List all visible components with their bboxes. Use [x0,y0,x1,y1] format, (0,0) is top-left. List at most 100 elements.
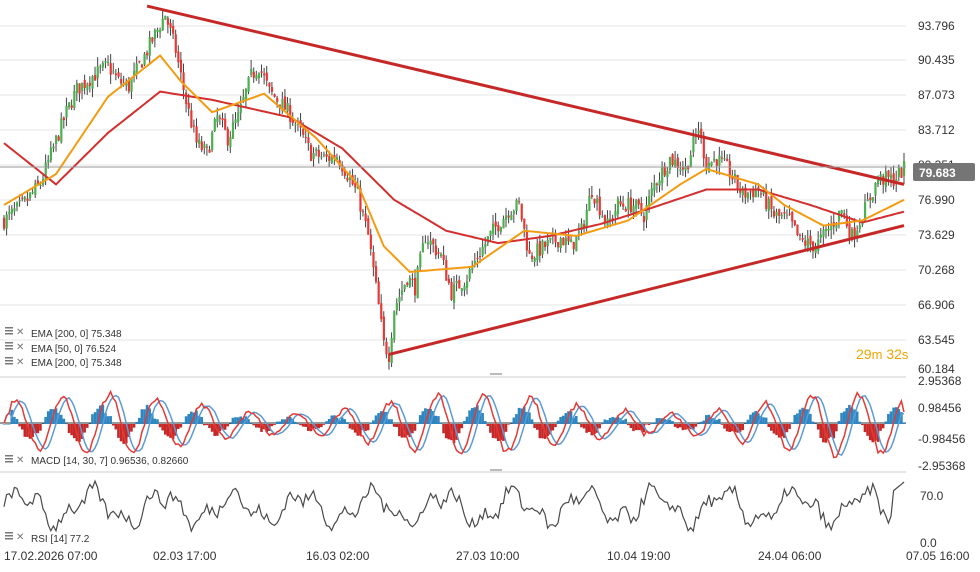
macd-histogram-bar [494,424,497,439]
candle-body [453,284,456,303]
candle-body [492,223,495,234]
macd-histogram-bar [59,414,63,424]
macd-histogram-bar [163,424,167,435]
candle-body [18,200,21,202]
macd-histogram-bar [616,416,620,424]
candle-body [577,231,581,233]
macd-histogram-bar [593,424,596,435]
candle-body [354,183,357,188]
macd-histogram-bar [130,424,133,432]
macd-histogram-bar [218,424,222,432]
macd-histogram-bar [650,422,653,424]
legend-row-ema-200[interactable]: ✕ EMA [200, 0] 75.348 [5,327,122,340]
candle-body [525,231,529,251]
macd-histogram-bar [124,424,128,444]
candle-body [840,210,843,214]
macd-histogram-bar [236,417,240,424]
legend-close-icon[interactable]: ✕ [16,327,24,338]
candle-body [159,30,162,33]
price-tick: 83.712 [918,123,955,137]
candle-body [127,79,131,92]
macd-histogram-bar [166,424,170,437]
candle-body [198,139,201,144]
candle-body [497,224,500,232]
legend-label: EMA [50, 0] 76.524 [31,344,116,355]
macd-histogram-bar [72,424,76,439]
macd-histogram-bar [858,421,862,424]
candle-body [674,159,677,167]
macd-histogram-bar [202,424,206,426]
panel-resize-handle[interactable] [490,469,502,471]
candle-body [650,188,653,196]
candle-body [286,103,289,112]
macd-histogram-bar [335,417,339,424]
macd-histogram-bar [744,423,747,424]
macd-histogram-bar [140,409,144,424]
candle-body [806,238,809,248]
rsi-panel[interactable] [3,479,905,534]
candle-body [811,241,815,252]
candle-body [481,246,484,256]
time-tick: 07.05 16:00 [906,549,970,563]
macd-histogram-bar [320,424,323,428]
candle-body [544,242,547,248]
candle-body [804,240,807,246]
macd-legend-row[interactable]: ✕ MACD [14, 30, 7] 0.96536, 0.82660 [5,455,189,467]
candle-countdown-timer: 29m 32s [856,346,909,362]
macd-histogram-bar [265,424,269,432]
macd-histogram-bar [418,415,422,424]
macd-histogram-bar [452,424,456,444]
candle-body [307,137,310,144]
legend-close-icon[interactable]: ✕ [16,455,24,466]
legend-row-ema-50[interactable]: ✕ EMA [50, 0] 76.524 [5,342,116,355]
candle-body [369,234,372,250]
macd-histogram-bar [762,417,765,424]
candle-body [744,187,747,198]
candle-body [385,341,388,355]
candle-body [302,128,305,135]
trendline-upper[interactable] [146,4,905,186]
legend-close-icon[interactable]: ✕ [16,357,24,368]
macd-panel[interactable] [0,389,906,459]
candle-body [499,227,503,232]
candle-body [135,63,138,74]
candle-body [801,237,804,240]
macd-histogram-bar [437,416,440,424]
macd-histogram-bar [249,423,253,424]
candle-body [856,230,859,239]
macd-histogram-bar [554,424,557,428]
candle-body [312,153,315,160]
candle-body [390,338,393,364]
legend-settings-icon [5,327,13,335]
macd-histogram-bar [759,415,763,424]
candle-body [471,266,474,270]
candle-body [49,147,53,161]
macd-histogram-bar [26,424,29,437]
rsi-legend-row[interactable]: ✕ RSI [14] 77.2 [5,532,90,545]
candle-body [705,156,708,170]
candle-body [593,198,596,204]
macd-histogram-bar [866,424,869,436]
candle-body [224,118,227,130]
timer-seconds: 32 [886,346,902,362]
candle-body [226,128,229,146]
price-panel[interactable] [0,4,906,370]
candle-body [889,174,893,179]
candle-body [819,234,822,238]
price-axis: 93.796 90.435 87.073 83.712 80.351 76.99… [918,19,955,376]
legend-row-ema-200-b[interactable]: ✕ EMA [200, 0] 75.348 [5,357,122,369]
legend-close-icon[interactable]: ✕ [16,342,24,353]
macd-histogram-bar [377,412,380,424]
candle-body [510,214,513,220]
panel-resize-handle[interactable] [490,373,502,375]
candle-body [460,288,464,292]
legend-close-icon[interactable]: ✕ [16,532,24,543]
macd-histogram-bar [109,416,112,424]
candle-body [104,61,107,63]
macd-histogram-bar [652,423,656,424]
trendline-lower[interactable] [388,224,905,356]
macd-legend-label: MACD [14, 30, 7] 0.96536, 0.82660 [31,456,189,467]
macd-histogram-bar [887,413,890,424]
macd-histogram-bar [242,418,245,424]
